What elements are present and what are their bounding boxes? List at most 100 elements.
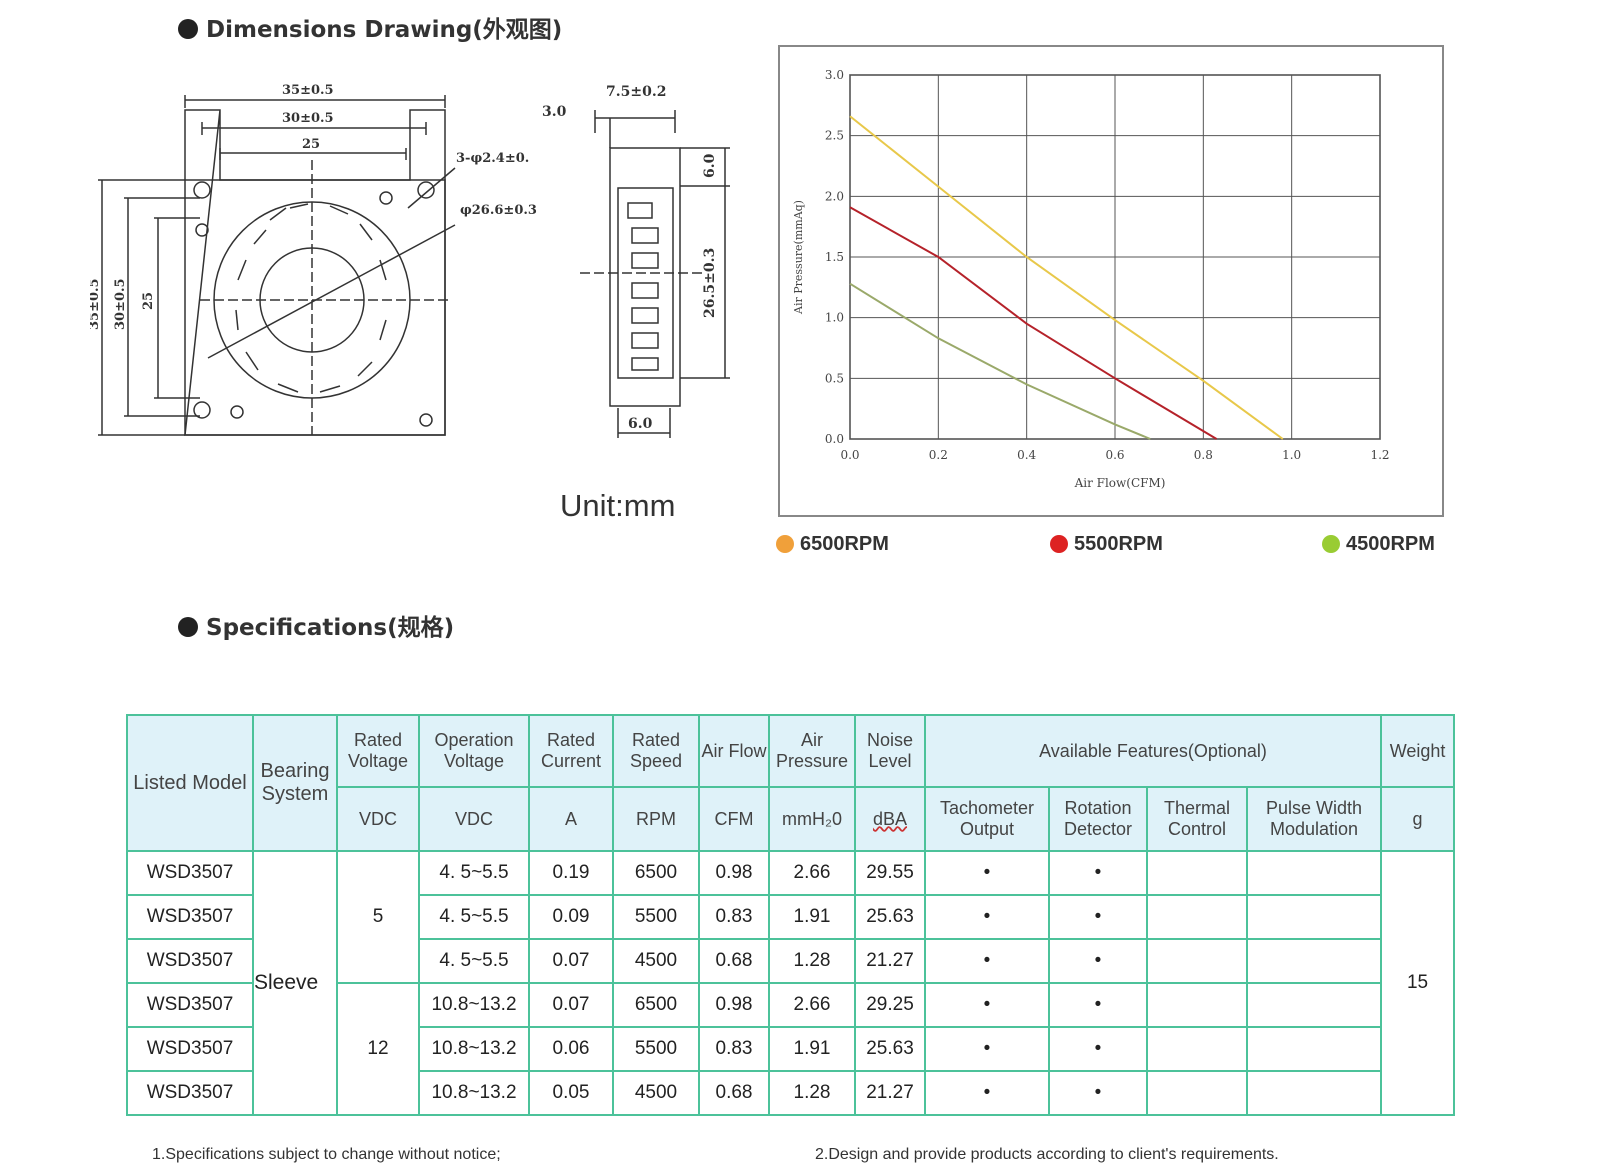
cell-pwm xyxy=(1245,894,1383,940)
cell-op-voltage: 4. 5~5.5 xyxy=(418,938,530,984)
cell-current: 0.07 xyxy=(528,938,614,984)
dim-6-bottom-label: 6.0 xyxy=(628,416,653,432)
unit-noise-level: dBA xyxy=(854,786,926,852)
series-line-4500RPM xyxy=(849,282,1151,440)
cell-noise: 25.63 xyxy=(854,894,926,940)
cell-speed: 6500 xyxy=(612,982,700,1028)
cell-speed: 6500 xyxy=(612,850,700,896)
cell-flow: 0.68 xyxy=(698,938,770,984)
cell-pwm xyxy=(1245,1070,1383,1116)
header-rated-speed: Rated Speed xyxy=(612,714,700,788)
header-listed-model: Listed Model xyxy=(126,714,254,852)
table-row: WSD3507 Sleeve 5 4. 5~5.5 0.19 6500 0.98… xyxy=(126,850,1456,1116)
table-header-row: Listed Model Bearing System Rated Voltag… xyxy=(126,714,1456,852)
specifications-table: Listed Model Bearing System Rated Voltag… xyxy=(126,714,1456,1116)
table-row: WSD3507 4. 5~5.5 0.09 5500 0.83 1.91 25.… xyxy=(126,894,1454,940)
cell-speed: 4500 xyxy=(612,1070,700,1116)
cell-model: WSD3507 xyxy=(126,938,254,984)
header-rated-voltage: Rated Voltage xyxy=(336,714,420,788)
unit-rated-voltage: VDC xyxy=(336,786,420,852)
cell-current: 0.05 xyxy=(528,1070,614,1116)
dim-30-label: 30±0.5 xyxy=(282,111,334,126)
x-tick-label: 0.2 xyxy=(929,448,948,462)
cell-flow: 0.83 xyxy=(698,1026,770,1072)
chart-ticks: 0.0 0.2 0.4 0.6 0.8 1.0 1.2 0.0 0.5 1.0 1.5 2.0 2.5 3… xyxy=(825,68,1390,462)
cell-op-voltage: 10.8~13.2 xyxy=(418,1026,530,1072)
cell-thermal xyxy=(1146,1070,1248,1116)
cell-thermal xyxy=(1146,938,1248,984)
cell-thermal xyxy=(1146,894,1248,940)
y-tick-label: 2.5 xyxy=(825,129,844,143)
cell-pwm xyxy=(1245,982,1383,1028)
dim-265-label: 26.5±0.3 xyxy=(702,248,718,318)
x-tick-label: 0.8 xyxy=(1194,448,1213,462)
dim-75-label: 7.5±0.2 xyxy=(606,84,666,100)
dimensions-title-text: Dimensions Drawing(外观图) xyxy=(206,17,563,43)
series-line-6500RPM xyxy=(849,115,1284,440)
cell-weight: 15 xyxy=(1380,850,1456,1116)
cell-pwm xyxy=(1245,850,1383,896)
cell-noise: 29.25 xyxy=(854,982,926,1028)
cell-pressure: 1.28 xyxy=(768,938,856,984)
dim-35-vertical-label: 35±0.5 xyxy=(90,278,102,330)
chart-series xyxy=(849,115,1284,440)
note-1: 1.Specifications subject to change witho… xyxy=(152,1146,501,1163)
header-weight: Weight xyxy=(1380,714,1456,788)
cell-current: 0.09 xyxy=(528,894,614,940)
performance-chart: 0.0 0.2 0.4 0.6 0.8 1.0 1.2 0.0 0.5 1.0 1.5 2.0 2.5 3… xyxy=(792,68,1390,490)
y-tick-label: 2.0 xyxy=(825,189,844,203)
cell-model: WSD3507 xyxy=(126,982,254,1028)
dim-6-top-label: 6.0 xyxy=(702,153,718,178)
legend-4500: 4500RPM xyxy=(1322,533,1435,556)
dimensions-section-title: Dimensions Drawing(外观图) xyxy=(178,10,562,44)
front-view-drawing: 35±0.5 30±0.5 25 3-φ2.4±0. φ26.6±0.3 35±… xyxy=(90,83,537,436)
feature-thermal-control: Thermal Control xyxy=(1146,786,1248,852)
cell-op-voltage: 10.8~13.2 xyxy=(418,1070,530,1116)
unit-rated-current: A xyxy=(528,786,614,852)
cell-current: 0.19 xyxy=(528,850,614,896)
chart-grid xyxy=(849,74,1381,440)
cell-tachometer-mark: • xyxy=(924,894,1050,940)
cell-model: WSD3507 xyxy=(126,894,254,940)
unit-label: Unit:mm xyxy=(560,488,676,523)
header-available-features: Available Features(Optional) xyxy=(923,714,1383,788)
dim-35-label: 35±0.5 xyxy=(282,83,334,98)
table-row: WSD3507 4. 5~5.5 0.07 4500 0.68 1.28 21.… xyxy=(126,938,1454,984)
side-view-drawing: 7.5±0.2 3.0 6.0 26.5±0.3 6.0 xyxy=(542,84,730,438)
bullet-icon xyxy=(178,19,198,39)
legend-dot-icon xyxy=(1322,535,1340,553)
cell-rotation-mark: • xyxy=(1048,938,1148,984)
cell-pressure: 1.28 xyxy=(768,1070,856,1116)
series-line-5500RPM xyxy=(849,206,1218,440)
cell-op-voltage: 4. 5~5.5 xyxy=(418,850,530,896)
cell-pressure: 1.91 xyxy=(768,1026,856,1072)
table-units-row: VDC VDC A RPM CFM mmH₂0 dBA Tachometer O… xyxy=(127,786,1456,852)
cell-tachometer-mark: • xyxy=(924,850,1050,896)
holes-label: 3-φ2.4±0. xyxy=(456,151,529,166)
cell-noise: 21.27 xyxy=(854,1070,926,1116)
cell-noise: 25.63 xyxy=(854,1026,926,1072)
cell-flow: 0.83 xyxy=(698,894,770,940)
header-bearing-system: Bearing System xyxy=(252,714,338,852)
cell-flow: 0.98 xyxy=(698,982,770,1028)
diameter-label: φ26.6±0.3 xyxy=(460,203,537,218)
x-tick-label: 1.0 xyxy=(1282,448,1301,462)
dim-30-vertical-label: 30±0.5 xyxy=(113,278,128,330)
table-row: WSD3507 12 10.8~13.2 0.07 6500 0.98 2.66… xyxy=(126,982,1454,1116)
cell-flow: 0.68 xyxy=(698,1070,770,1116)
y-tick-label: 1.0 xyxy=(825,311,844,325)
x-tick-label: 0.0 xyxy=(840,448,859,462)
note-2: 2.Design and provide products according … xyxy=(815,1146,1279,1163)
unit-air-flow: CFM xyxy=(698,786,770,852)
bullet-icon xyxy=(178,617,198,637)
cell-op-voltage: 4. 5~5.5 xyxy=(418,894,530,940)
x-tick-label: 0.6 xyxy=(1105,448,1124,462)
x-axis-label: Air Flow(CFM) xyxy=(1074,476,1166,490)
specifications-section-title: Specifications(规格) xyxy=(178,608,454,642)
specifications-title-text: Specifications(规格) xyxy=(206,615,455,641)
cell-rotation-mark: • xyxy=(1048,1070,1148,1116)
y-tick-label: 3.0 xyxy=(825,68,844,82)
cell-tachometer-mark: • xyxy=(924,1026,1050,1072)
dim-3-label: 3.0 xyxy=(542,104,567,120)
header-operation-voltage: Operation Voltage xyxy=(418,714,530,788)
